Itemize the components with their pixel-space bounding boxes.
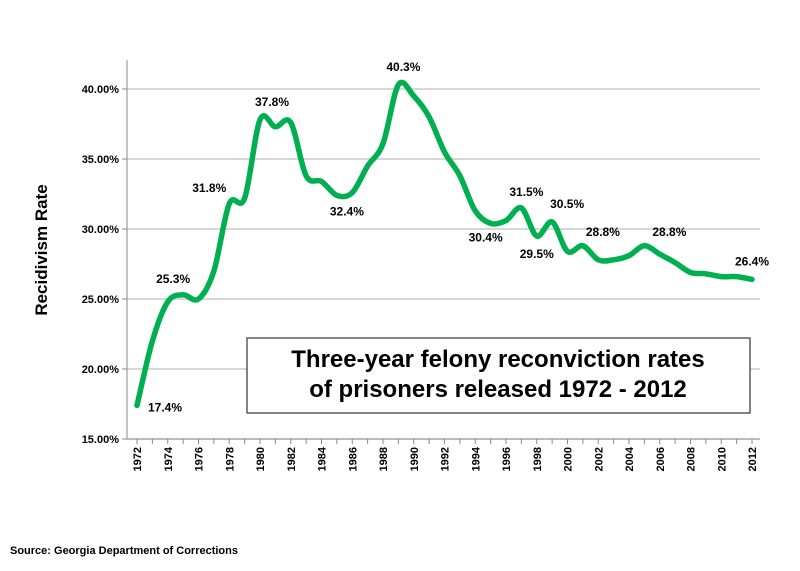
x-tick-label: 2006 bbox=[655, 447, 667, 471]
y-axis-label: Recidivism Rate bbox=[32, 184, 51, 315]
data-label: 25.3% bbox=[156, 272, 190, 286]
data-label: 29.5% bbox=[520, 247, 554, 261]
data-label: 28.8% bbox=[586, 225, 620, 239]
y-tick-label: 15.00% bbox=[82, 434, 120, 446]
y-tick-label: 25.00% bbox=[82, 294, 120, 306]
y-tick-label: 40.00% bbox=[82, 84, 120, 96]
x-tick-label: 1994 bbox=[470, 446, 482, 471]
data-label: 30.4% bbox=[469, 230, 503, 244]
y-tick-label: 20.00% bbox=[82, 364, 120, 376]
data-label: 26.4% bbox=[735, 254, 769, 268]
x-tick-label: 1978 bbox=[224, 447, 236, 471]
x-tick-label: 2012 bbox=[747, 447, 759, 471]
y-tick-label: 35.00% bbox=[82, 154, 120, 166]
x-tick-label: 1990 bbox=[409, 447, 421, 471]
data-label: 32.4% bbox=[330, 204, 364, 218]
chart-title-line: Three-year felony reconviction rates bbox=[291, 346, 704, 373]
data-label: 40.3% bbox=[386, 60, 420, 74]
data-label: 17.4% bbox=[148, 400, 182, 414]
title-box bbox=[246, 337, 751, 414]
x-tick-label: 2002 bbox=[593, 447, 605, 471]
x-tick-label: 1996 bbox=[501, 447, 513, 471]
x-tick-label: 2000 bbox=[563, 447, 575, 471]
x-tick-label: 1998 bbox=[532, 447, 544, 471]
x-tick-label: 1976 bbox=[194, 447, 206, 471]
x-tick-label: 2010 bbox=[716, 447, 728, 471]
data-label: 31.5% bbox=[509, 185, 543, 199]
data-label: 31.8% bbox=[192, 181, 226, 195]
source-note: Source: Georgia Department of Correction… bbox=[10, 545, 238, 557]
x-tick-label: 2008 bbox=[686, 447, 698, 471]
chart-title-line: of prisoners released 1972 - 2012 bbox=[309, 376, 687, 403]
data-label: 37.8% bbox=[255, 95, 289, 109]
x-tick-label: 2004 bbox=[624, 446, 636, 471]
x-tick-label: 1986 bbox=[347, 447, 359, 471]
x-tick-label: 1974 bbox=[163, 446, 175, 471]
x-tick-label: 1982 bbox=[286, 447, 298, 471]
x-tick-label: 1972 bbox=[132, 447, 144, 471]
data-label: 28.8% bbox=[652, 225, 686, 239]
x-tick-label: 1980 bbox=[255, 447, 267, 471]
x-tick-label: 1988 bbox=[378, 447, 390, 471]
x-tick-label: 1992 bbox=[440, 447, 452, 471]
y-tick-label: 30.00% bbox=[82, 224, 120, 236]
data-label: 30.5% bbox=[550, 197, 584, 211]
series-line bbox=[134, 79, 755, 409]
x-tick-label: 1984 bbox=[317, 446, 329, 471]
